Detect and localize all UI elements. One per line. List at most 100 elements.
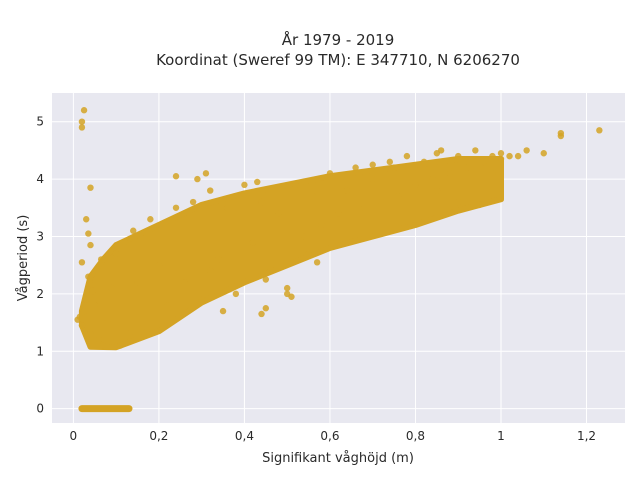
data-point (472, 147, 479, 154)
data-point (506, 152, 513, 160)
data-point (412, 181, 419, 189)
data-point (202, 170, 210, 177)
data-point (403, 152, 411, 160)
data-point (85, 230, 92, 237)
data-point (369, 175, 376, 183)
data-point (489, 152, 496, 160)
data-point (540, 150, 547, 157)
chart-title-line-2: Koordinat (Sweref 99 TM): E 347710, N 62… (156, 51, 520, 69)
data-point (249, 239, 257, 246)
data-point (78, 124, 86, 131)
data-point (87, 241, 94, 249)
data-point (335, 210, 342, 217)
data-point (352, 164, 359, 171)
data-point (514, 152, 522, 160)
x-tick-label: 1,2 (577, 429, 596, 443)
y-tick-label: 5 (36, 115, 44, 129)
data-point (164, 302, 171, 309)
data-point (258, 310, 265, 318)
data-point (446, 170, 453, 177)
data-point (305, 250, 312, 257)
data-point (78, 118, 86, 125)
data-point (78, 259, 86, 266)
data-point (207, 187, 214, 194)
tick-labels: 0 0,2 0,4 0,6 0,8 1 1,2 0 1 2 3 4 5 (36, 115, 596, 443)
data-point (87, 184, 94, 191)
data-point (262, 276, 270, 283)
data-point (80, 307, 88, 315)
x-tick-label: 0,4 (235, 429, 254, 443)
data-point (147, 216, 154, 223)
data-point (189, 198, 197, 206)
data-point (455, 152, 462, 160)
data-point (224, 204, 231, 211)
dense-point-cloud (78, 156, 504, 413)
data-point (138, 325, 145, 332)
y-axis-title: Vågperiod (s) (16, 215, 31, 302)
data-point (241, 181, 248, 189)
data-point (91, 302, 98, 309)
data-point (85, 273, 92, 280)
x-axis-title: Signifikant våghöjd (m) (262, 451, 414, 466)
data-point (258, 198, 265, 206)
data-point (130, 227, 137, 234)
dense-point-region (78, 156, 504, 351)
data-point (254, 178, 261, 186)
data-point (219, 307, 227, 315)
data-point (108, 284, 116, 292)
data-point (497, 155, 505, 163)
data-point (557, 132, 565, 140)
y-tick-label: 4 (36, 172, 44, 186)
data-point (309, 193, 317, 200)
data-point (433, 187, 441, 194)
y-tick-label: 1 (36, 344, 44, 358)
data-point (497, 150, 505, 157)
data-points (74, 107, 603, 349)
x-tick-label: 0 (70, 429, 78, 443)
data-point (87, 330, 94, 338)
data-point (89, 287, 96, 295)
data-point (121, 239, 128, 246)
data-point (288, 293, 295, 300)
data-point (343, 187, 351, 194)
data-point (283, 284, 291, 292)
data-point (117, 342, 124, 349)
data-point (100, 342, 107, 349)
data-point (266, 267, 274, 275)
data-point (313, 259, 321, 266)
data-point (433, 150, 441, 157)
data-point (198, 296, 205, 303)
data-point (326, 170, 334, 177)
data-point (104, 319, 111, 326)
data-point (360, 204, 368, 211)
data-point (596, 127, 603, 134)
data-point (262, 305, 270, 312)
x-tick-label: 1 (497, 429, 505, 443)
data-point (95, 336, 103, 343)
data-point (463, 164, 470, 171)
data-point (429, 175, 436, 183)
data-point (489, 170, 496, 177)
chart-title-line-1: År 1979 - 2019 (282, 30, 395, 49)
data-point (292, 181, 299, 189)
data-point (215, 256, 222, 263)
data-point (172, 173, 180, 180)
data-point (275, 210, 282, 217)
data-point (386, 158, 394, 166)
data-point (125, 330, 133, 338)
data-point (78, 322, 86, 329)
data-point (369, 161, 376, 168)
data-point (155, 261, 163, 269)
data-point (476, 201, 483, 209)
data-point (395, 193, 402, 200)
data-point (420, 158, 428, 166)
data-point (194, 175, 201, 183)
data-point (232, 290, 240, 298)
data-point (318, 221, 325, 229)
y-tick-label: 0 (36, 402, 44, 416)
data-point (83, 296, 90, 303)
data-point (523, 147, 530, 154)
x-tick-label: 0,2 (149, 429, 168, 443)
data-point (172, 204, 180, 211)
